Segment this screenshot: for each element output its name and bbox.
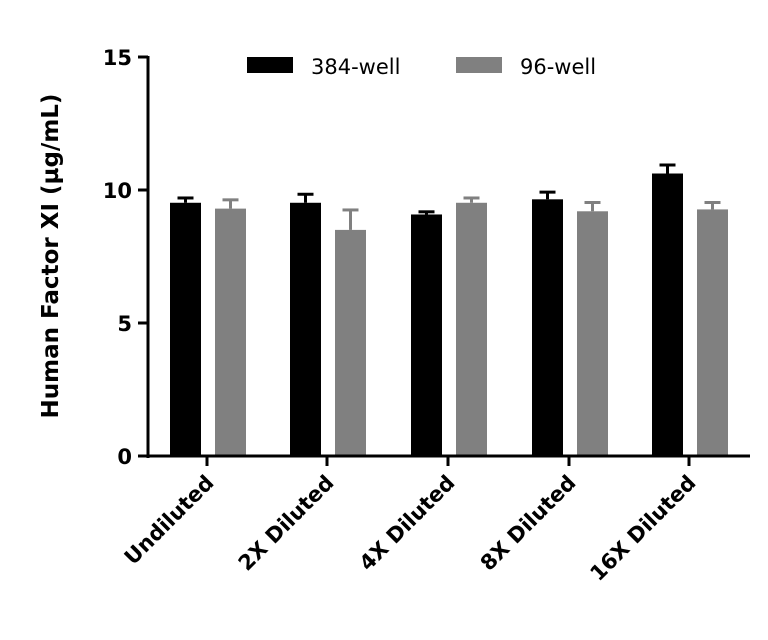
bar-384-well <box>652 173 683 456</box>
bar-96-well <box>697 209 728 456</box>
bar-384-well <box>170 202 201 456</box>
bar-96-well <box>215 208 246 456</box>
y-axis-title: Human Factor XI (µg/mL) <box>38 94 64 419</box>
x-tick-label: Undiluted <box>120 471 219 570</box>
legend-swatch <box>456 57 502 73</box>
x-tick-label: 4X Diluted <box>355 471 460 576</box>
y-tick-label: 0 <box>117 445 132 469</box>
y-tick-label: 15 <box>103 46 132 70</box>
y-tick-label: 10 <box>103 179 132 203</box>
x-tick-label: 2X Diluted <box>234 471 339 576</box>
bar-96-well <box>335 229 366 456</box>
legend-label: 384-well <box>311 55 400 79</box>
x-tick-label: 8X Diluted <box>476 471 581 576</box>
y-tick-label: 5 <box>117 312 132 336</box>
legend: 384-well 96-well <box>247 55 596 79</box>
bar-384-well <box>411 214 442 456</box>
bar-384-well <box>290 202 321 456</box>
legend-swatch <box>247 57 293 73</box>
x-tick-label: 16X Diluted <box>585 471 700 586</box>
bar-96-well <box>456 202 487 456</box>
legend-label: 96-well <box>520 55 596 79</box>
bar-96-well <box>577 211 608 456</box>
bar-384-well <box>532 199 563 456</box>
